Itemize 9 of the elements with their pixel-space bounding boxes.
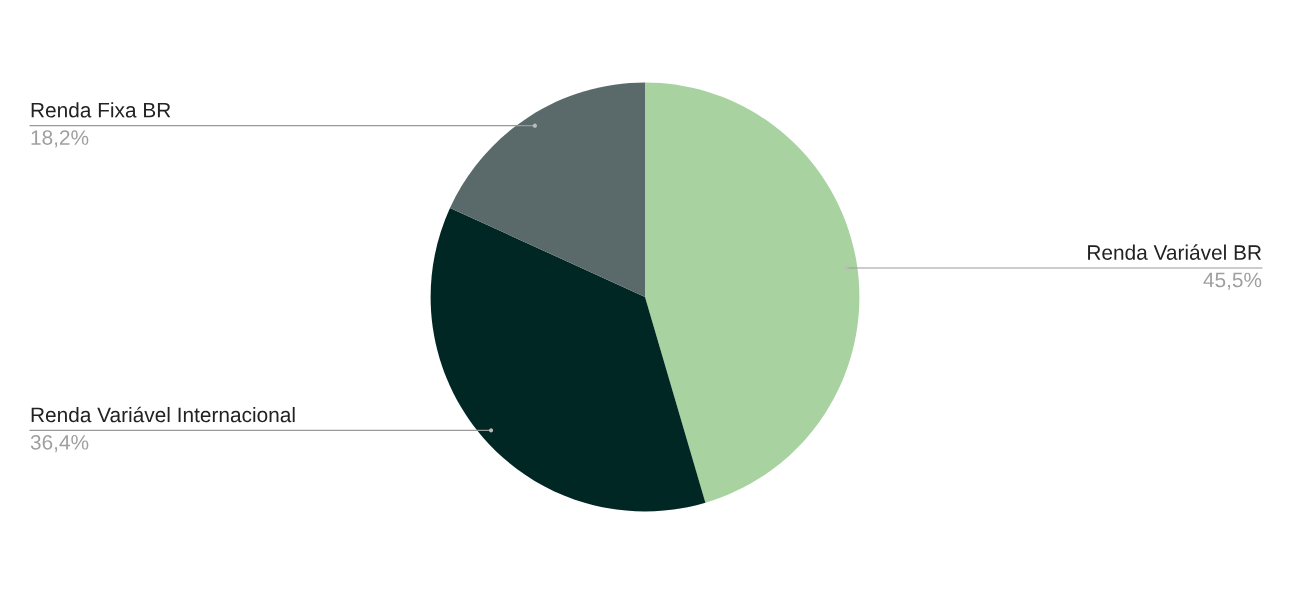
pie-slice xyxy=(449,82,645,297)
pie-slice xyxy=(430,207,706,512)
slice-label: Renda Variável BR xyxy=(1088,244,1262,260)
data-label: 45,5% xyxy=(1203,272,1262,290)
slice-label: Renda Variável Internacional xyxy=(31,406,295,423)
pie-slice xyxy=(645,82,860,503)
data-label: 36,4% xyxy=(30,434,89,453)
data-label: 18,2% xyxy=(31,130,89,148)
slice-label: Renda Fixa BR xyxy=(31,102,171,118)
